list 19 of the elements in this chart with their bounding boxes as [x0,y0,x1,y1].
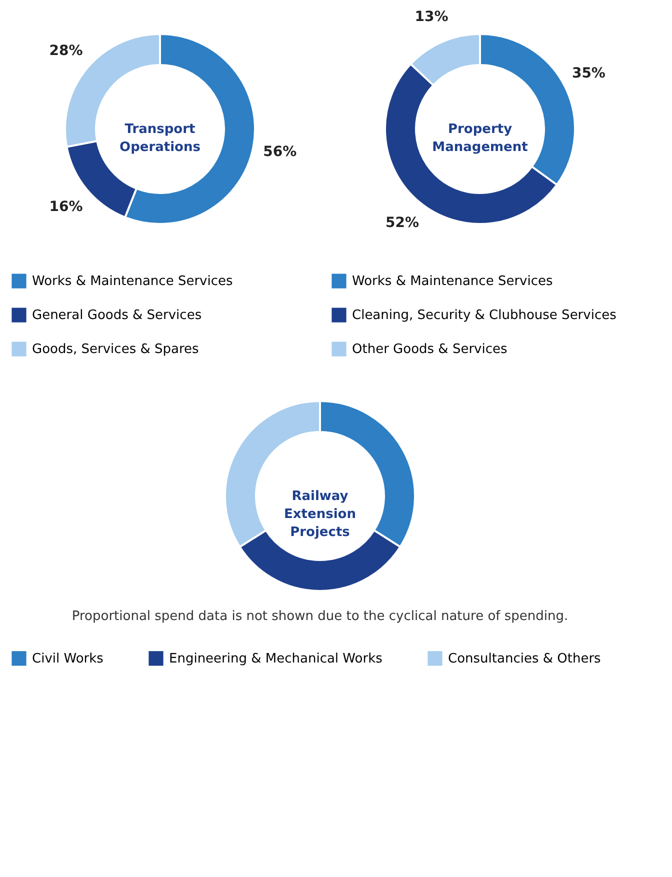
data-label: 56% [263,144,297,160]
legend-label: Engineering & Mechanical Works [169,651,383,666]
data-label: 16% [49,198,83,215]
legend-label: Goods, Services & Spares [32,342,200,357]
data-label: 52% [385,215,419,232]
text: Proportional spend data is not shown due to the cyclical nature of spending. [72,609,568,624]
data-label: 28% [49,43,83,60]
legend-label: Works & Maintenance Services [352,274,553,289]
legend-label: Cleaning, Security & Clubhouse Services [352,308,617,323]
text: Transport Operations [120,122,201,155]
data-label: 35% [572,66,606,82]
text: Property Management [432,122,528,155]
data-label: 13% [414,9,448,26]
legend-label: Consultancies & Others [448,651,602,666]
legend-label: Other Goods & Services [352,342,508,357]
text: Railway Extension Projects [284,489,356,540]
legend-label: Works & Maintenance Services [32,274,233,289]
legend-label: Civil Works [32,651,104,666]
legend-label: General Goods & Services [32,308,202,323]
